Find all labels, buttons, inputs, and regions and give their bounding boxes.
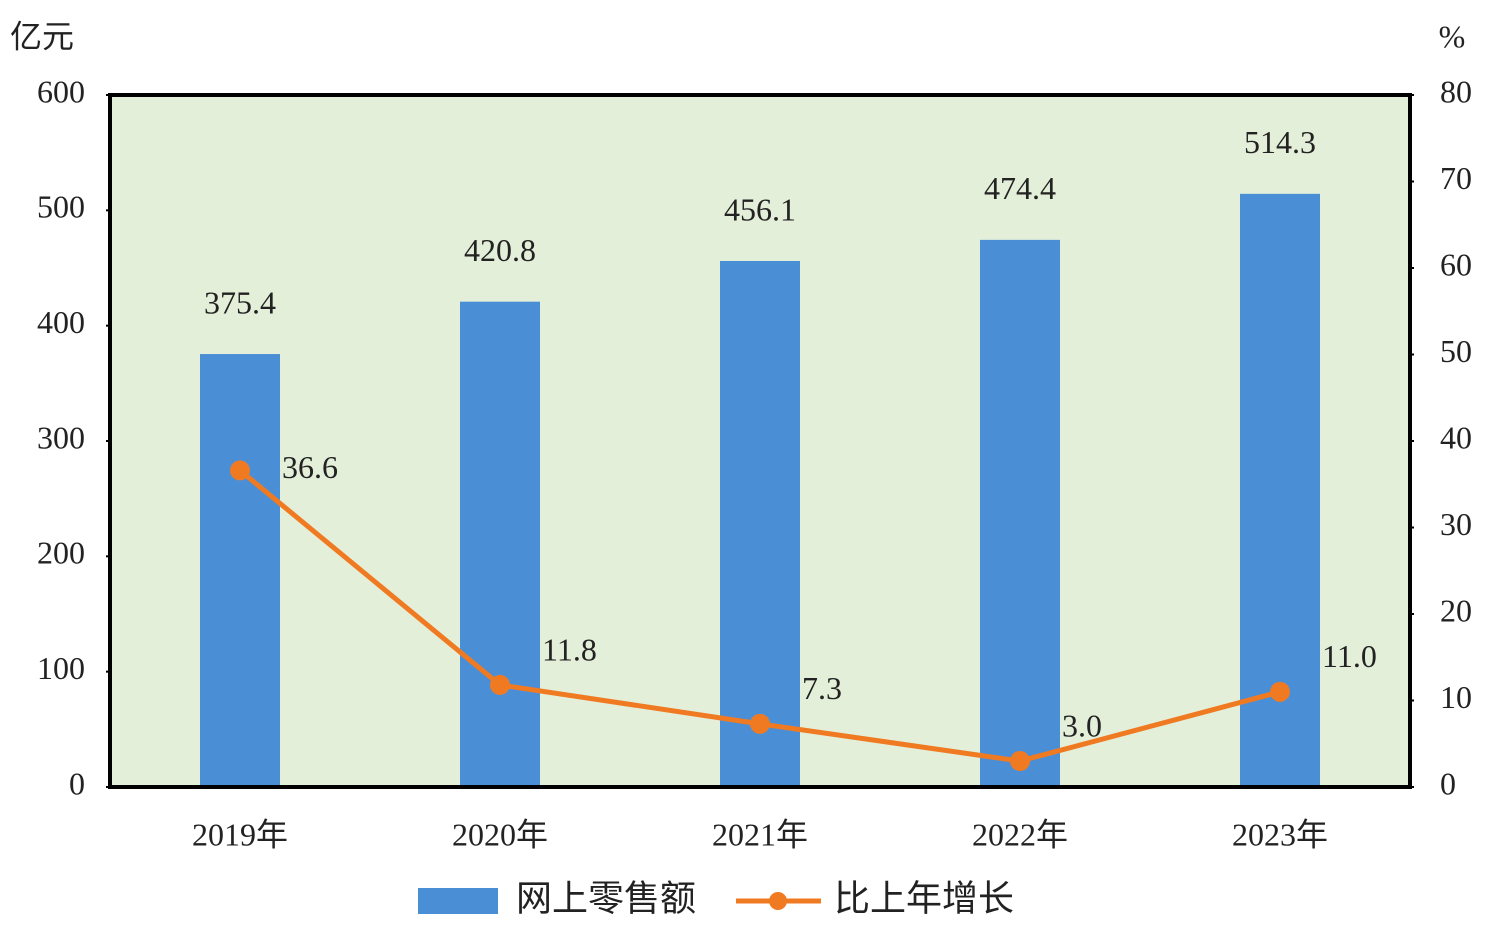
y2-tick-label: 50 bbox=[1440, 333, 1472, 369]
y2-tick-label: 0 bbox=[1440, 765, 1456, 801]
y2-tick-label: 60 bbox=[1440, 246, 1472, 282]
line-point bbox=[230, 460, 250, 481]
bar bbox=[460, 301, 540, 787]
bar-value-label: 474.4 bbox=[984, 170, 1056, 206]
line-point bbox=[1010, 751, 1030, 772]
x-tick-label: 2022年 bbox=[972, 816, 1068, 852]
x-tick-label: 2023年 bbox=[1232, 816, 1328, 852]
line-value-label: 11.8 bbox=[542, 631, 597, 667]
bar bbox=[980, 239, 1060, 788]
line-point bbox=[490, 674, 510, 695]
line-point bbox=[1270, 681, 1290, 702]
y2-tick-label: 10 bbox=[1440, 679, 1472, 715]
y2-tick-label: 40 bbox=[1440, 419, 1472, 455]
y-tick-label: 300 bbox=[37, 419, 85, 455]
y2-tick-label: 80 bbox=[1440, 73, 1472, 109]
y-tick-label: 600 bbox=[37, 73, 85, 109]
bar-value-label: 420.8 bbox=[464, 232, 536, 268]
x-tick-label: 2021年 bbox=[712, 816, 808, 852]
line-point bbox=[750, 713, 770, 734]
y-axis-label: 亿元 bbox=[10, 18, 74, 54]
bar-value-label: 514.3 bbox=[1244, 124, 1316, 160]
bar bbox=[720, 260, 800, 787]
y2-tick-label: 20 bbox=[1440, 592, 1472, 628]
bar-value-label: 456.1 bbox=[724, 191, 796, 227]
y2-tick-label: 30 bbox=[1440, 506, 1472, 542]
legend-swatch bbox=[418, 888, 498, 914]
line-value-label: 11.0 bbox=[1322, 638, 1377, 674]
legend-label: 网上零售额 bbox=[516, 878, 696, 918]
y2-axis-label: % bbox=[1439, 18, 1466, 54]
y-tick-label: 200 bbox=[37, 535, 85, 571]
legend-swatch bbox=[769, 892, 787, 910]
plot-border bbox=[108, 93, 1412, 789]
y2-tick-label: 70 bbox=[1440, 160, 1472, 196]
legend-label: 比上年增长 bbox=[834, 878, 1014, 918]
line-value-label: 3.0 bbox=[1062, 707, 1102, 743]
y-tick-label: 500 bbox=[37, 189, 85, 225]
bar-value-label: 375.4 bbox=[204, 284, 276, 320]
bar bbox=[200, 354, 280, 787]
x-tick-label: 2020年 bbox=[452, 816, 548, 852]
x-tick-label: 2019年 bbox=[192, 816, 288, 852]
y-tick-label: 400 bbox=[37, 304, 85, 340]
line-value-label: 36.6 bbox=[282, 449, 338, 485]
line-value-label: 7.3 bbox=[802, 670, 842, 706]
y-tick-label: 100 bbox=[37, 650, 85, 686]
y-tick-label: 0 bbox=[69, 765, 85, 801]
